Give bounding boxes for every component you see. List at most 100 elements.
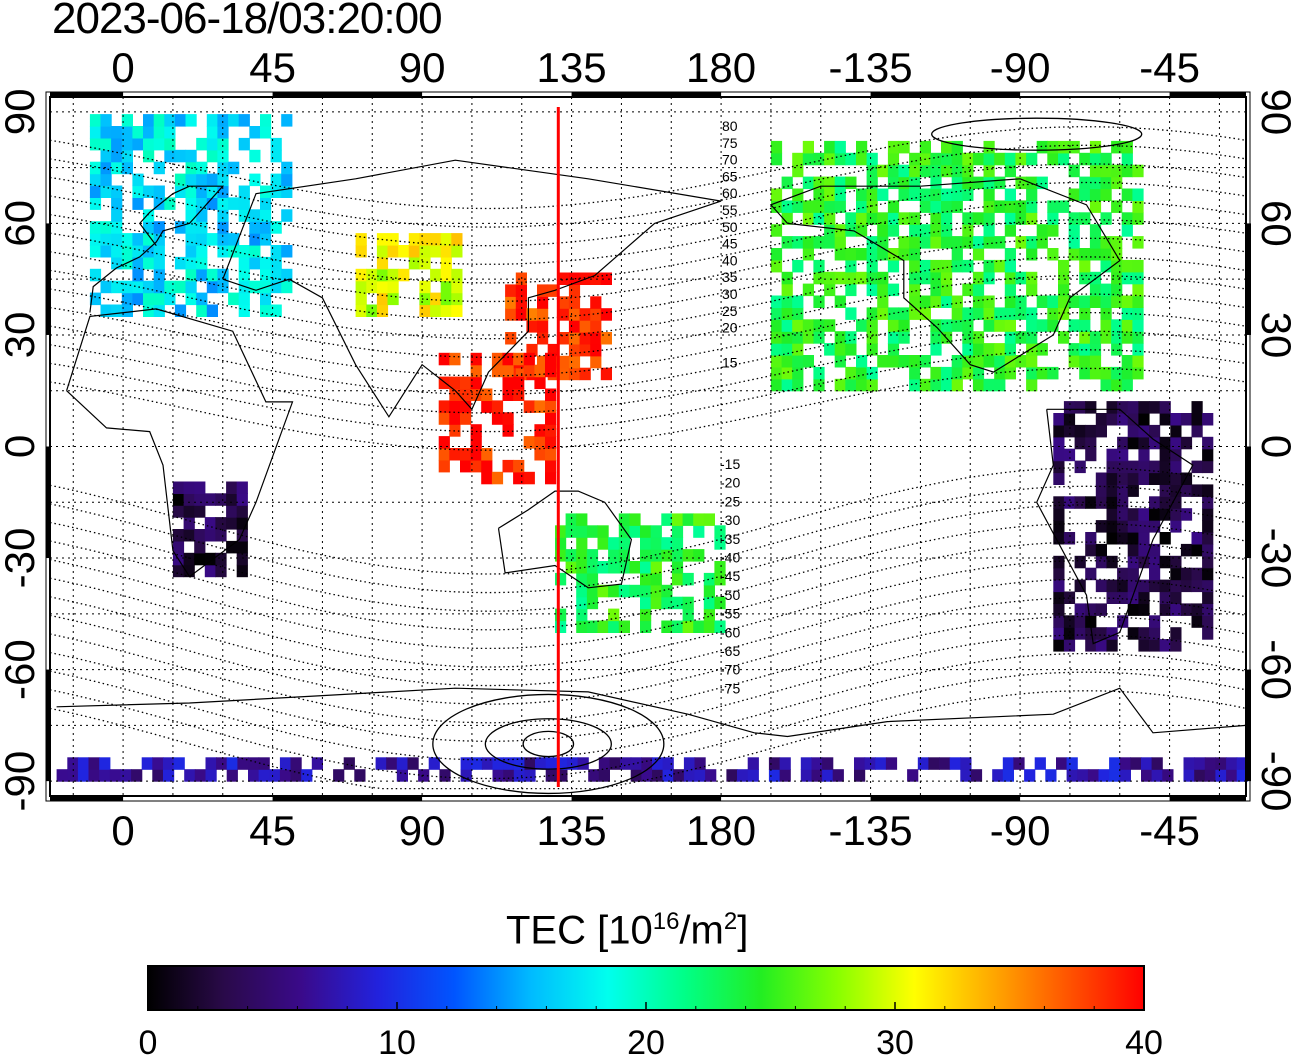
tec-pixel [1047, 248, 1059, 261]
tec-pixel [992, 769, 1004, 782]
tec-pixel [1026, 200, 1038, 213]
tec-pixel [1127, 484, 1139, 497]
tec-pixel [1191, 543, 1203, 557]
tec-pixel [249, 280, 261, 294]
tec-pixel [204, 529, 216, 542]
tec-pixel [951, 248, 963, 261]
tec-pixel [1026, 188, 1038, 201]
tec-pixel [887, 319, 900, 332]
contour-label-north: 80 [722, 118, 738, 134]
axis-band-top [1169, 92, 1246, 97]
tec-pixel [640, 561, 652, 574]
tec-pixel [576, 537, 588, 550]
tec-pixel [970, 769, 983, 782]
tec-pixel [172, 481, 185, 494]
tec-pixel [194, 505, 206, 518]
tec-pixel [398, 245, 410, 258]
tec-pixel [1202, 460, 1214, 474]
tec-pixel [652, 757, 664, 770]
tec-pixel [792, 164, 804, 178]
tec-pixel [524, 757, 536, 770]
tec-pixel [249, 221, 261, 234]
tec-pixel [366, 268, 378, 282]
tec-pixel [460, 400, 472, 413]
tec-pixel [196, 245, 208, 258]
tec-pixel [555, 537, 567, 550]
tec-pixel [1132, 355, 1144, 368]
tec-pixel [449, 376, 461, 390]
tec-pixel [132, 280, 144, 294]
tec-pixel [184, 769, 196, 782]
tec-pixel [387, 233, 399, 246]
tec-pixel [983, 307, 995, 320]
tec-pixel [898, 319, 910, 332]
tec-pixel [217, 185, 229, 198]
tec-pixel [260, 221, 272, 234]
tec-pixel [449, 388, 461, 401]
tec-pixel [270, 185, 282, 198]
tec-pixel [726, 769, 738, 782]
tec-pixel [281, 185, 293, 198]
tec-pixel [930, 366, 942, 380]
tec-pixel [1074, 615, 1086, 628]
tec-pixel [185, 256, 197, 270]
tec-pixel [1191, 579, 1203, 593]
tec-pixel [270, 256, 282, 270]
lon-tick-label-bottom: 0 [111, 807, 134, 854]
tec-pixel [1117, 496, 1129, 509]
tec-pixel [1132, 366, 1144, 380]
tec-pixel [1191, 424, 1203, 438]
tec-pixel [270, 268, 282, 282]
tec-pixel [994, 378, 1006, 392]
tec-pixel [269, 769, 281, 782]
tec-pixel [290, 757, 302, 770]
tec-pixel [111, 280, 123, 294]
tec-pixel [1202, 520, 1214, 533]
tec-pixel [579, 367, 591, 381]
tec-pixel [206, 197, 218, 210]
tec-pixel [174, 173, 187, 187]
tec-pixel [576, 596, 588, 610]
tec-pixel [898, 188, 910, 201]
tec-pixel [629, 513, 641, 526]
tec-pixel [260, 233, 272, 246]
tec-pixel [898, 331, 910, 344]
tec-pixel [854, 757, 866, 770]
mag-contour-line [49, 163, 1247, 247]
tec-pixel [941, 212, 953, 225]
tec-pixel [1026, 331, 1038, 344]
tec-pixel [1026, 248, 1038, 261]
tec-pixel [196, 292, 208, 306]
tec-pixel [1079, 212, 1091, 225]
tec-pixel [866, 283, 878, 297]
tec-pixel [768, 757, 781, 770]
tec-pixel [1079, 343, 1091, 356]
tec-pixel [568, 308, 581, 321]
tec-pixel [174, 185, 187, 198]
tec-pixel [355, 245, 367, 258]
tec-pixel [491, 471, 504, 485]
tec-pixel [1159, 413, 1171, 426]
tec-pixel [270, 173, 282, 187]
tec-pixel [1098, 769, 1110, 782]
tec-pixel [941, 164, 953, 178]
tec-pixel [1162, 769, 1174, 782]
tec-pixel [228, 197, 240, 210]
tec-pixel [1095, 424, 1107, 438]
tec-pixel [1117, 579, 1129, 593]
tec-pixel [270, 245, 282, 258]
tec-pixel [1106, 627, 1118, 640]
map-frame [45, 91, 1251, 802]
tec-pixel [1106, 639, 1118, 652]
tec-pixel [747, 757, 759, 770]
tec-pixel [673, 769, 685, 782]
tec-pixel [951, 164, 963, 178]
tec-pixel [281, 280, 293, 294]
tec-pixel [951, 319, 963, 332]
tec-pixel [1066, 769, 1078, 782]
tec-pixel [824, 176, 836, 190]
tec-pixel [217, 137, 229, 151]
tec-pixel [877, 283, 889, 297]
tec-pixel [671, 572, 684, 586]
axis-band-top [272, 92, 423, 97]
